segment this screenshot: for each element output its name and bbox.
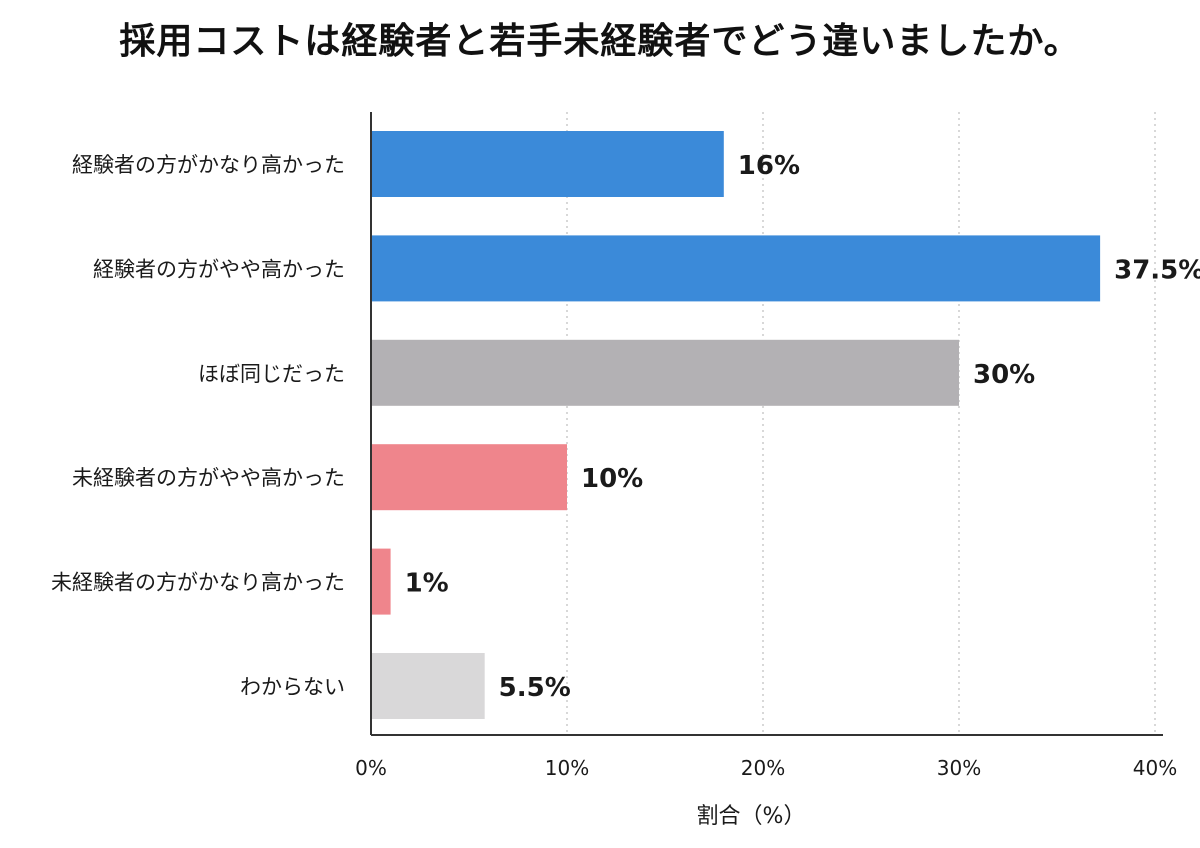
value-label: 1% [405,569,449,599]
x-tick-label: 30% [937,756,981,780]
x-tick-label: 0% [355,756,387,780]
bar [372,444,567,511]
category-label: わからない [240,675,345,699]
x-tick-label: 20% [741,756,785,780]
bar [372,653,485,719]
bar [372,131,724,197]
value-label: 5.5% [499,673,571,703]
category-label: 経験者の方がかなり高かった [72,153,345,177]
x-tick-label: 10% [545,756,589,780]
value-label: 30% [973,360,1035,390]
bar [372,339,959,406]
chart-title: 採用コストは経験者と若手未経験者でどう違いましたか。 [119,21,1081,62]
category-label: ほぼ同じだった [198,362,345,386]
x-axis-title: 割合（%） [697,804,806,829]
value-label: 10% [581,464,643,494]
bars [372,131,1101,719]
bar [372,548,391,615]
value-label: 37.5% [1114,255,1200,285]
category-label: 未経験者の方がやや高かった [72,466,345,490]
value-label: 16% [738,151,800,181]
labels: 経験者の方がかなり高かった 16% 経験者の方がやや高かった 37.5% ほぼ同じだった… [51,151,1200,780]
bar [372,235,1101,302]
grid-lines [566,112,1156,735]
x-tick-label: 40% [1133,756,1177,780]
category-label: 未経験者の方がかなり高かった [51,571,345,595]
category-label: 経験者の方がやや高かった [93,257,345,281]
